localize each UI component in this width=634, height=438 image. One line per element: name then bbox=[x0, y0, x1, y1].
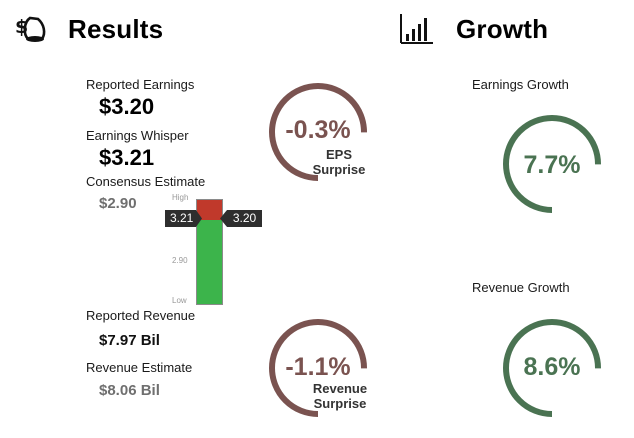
revenue-surprise-caption-line1: Revenue bbox=[312, 381, 368, 396]
meter-bar-bottom-segment bbox=[197, 220, 222, 304]
meter-reported-tag: 3.20 bbox=[227, 210, 262, 227]
growth-header: Growth bbox=[398, 12, 598, 48]
eps-surprise-caption-line2: Surprise bbox=[312, 162, 366, 177]
bar-chart-icon bbox=[400, 14, 433, 44]
earnings-growth-label: Earnings Growth bbox=[472, 77, 569, 92]
meter-whisper-tag-pointer bbox=[196, 210, 202, 227]
results-header: $ Results bbox=[14, 12, 214, 48]
earnings-whisper-label: Earnings Whisper bbox=[86, 128, 189, 143]
reported-earnings-value: $3.20 bbox=[99, 94, 155, 119]
consensus-estimate-label: Consensus Estimate bbox=[86, 174, 206, 189]
revenue-surprise-caption: Revenue Surprise bbox=[306, 381, 374, 411]
revenue-estimate-value: $8.06 Bil bbox=[99, 382, 160, 399]
eps-surprise-ring bbox=[269, 83, 367, 181]
results-title: Results bbox=[68, 14, 164, 44]
meter-low-label: Low bbox=[172, 296, 187, 305]
earnings-growth-value: 7.7% bbox=[523, 151, 581, 179]
revenue-estimate-label: Revenue Estimate bbox=[86, 360, 193, 375]
meter-high-label: High bbox=[172, 193, 189, 202]
meter-bar-top-segment bbox=[197, 200, 222, 220]
consensus-estimate-value: $2.90 bbox=[99, 195, 137, 212]
revenue-surprise-caption-line2: Surprise bbox=[313, 396, 367, 411]
revenue-growth-value: 8.6% bbox=[523, 353, 581, 381]
reported-earnings-label: Reported Earnings bbox=[86, 77, 195, 92]
reported-revenue-value: $7.97 Bil bbox=[99, 332, 160, 349]
meter-reported-tag-pointer bbox=[220, 210, 227, 227]
estimate-range-meter: High 2.90 Low 3.21 3.20 bbox=[164, 190, 274, 310]
earnings-growth-ring bbox=[503, 115, 601, 213]
revenue-surprise-ring bbox=[269, 319, 367, 417]
growth-title: Growth bbox=[456, 14, 549, 44]
eps-surprise-caption-line1: EPS bbox=[325, 147, 352, 162]
reported-revenue-label: Reported Revenue bbox=[86, 308, 196, 323]
revenue-surprise-value: -1.1% bbox=[285, 353, 351, 381]
meter-mid-label: 2.90 bbox=[172, 256, 188, 265]
eps-surprise-value: -0.3% bbox=[285, 116, 351, 144]
meter-whisper-tag: 3.21 bbox=[165, 210, 196, 227]
revenue-growth-label: Revenue Growth bbox=[472, 280, 570, 295]
revenue-growth-ring bbox=[503, 319, 601, 417]
earnings-whisper-value: $3.21 bbox=[99, 145, 155, 170]
money-bag-icon: $ bbox=[15, 16, 46, 42]
meter-bar bbox=[196, 199, 223, 305]
eps-surprise-caption: EPS Surprise bbox=[308, 147, 370, 177]
